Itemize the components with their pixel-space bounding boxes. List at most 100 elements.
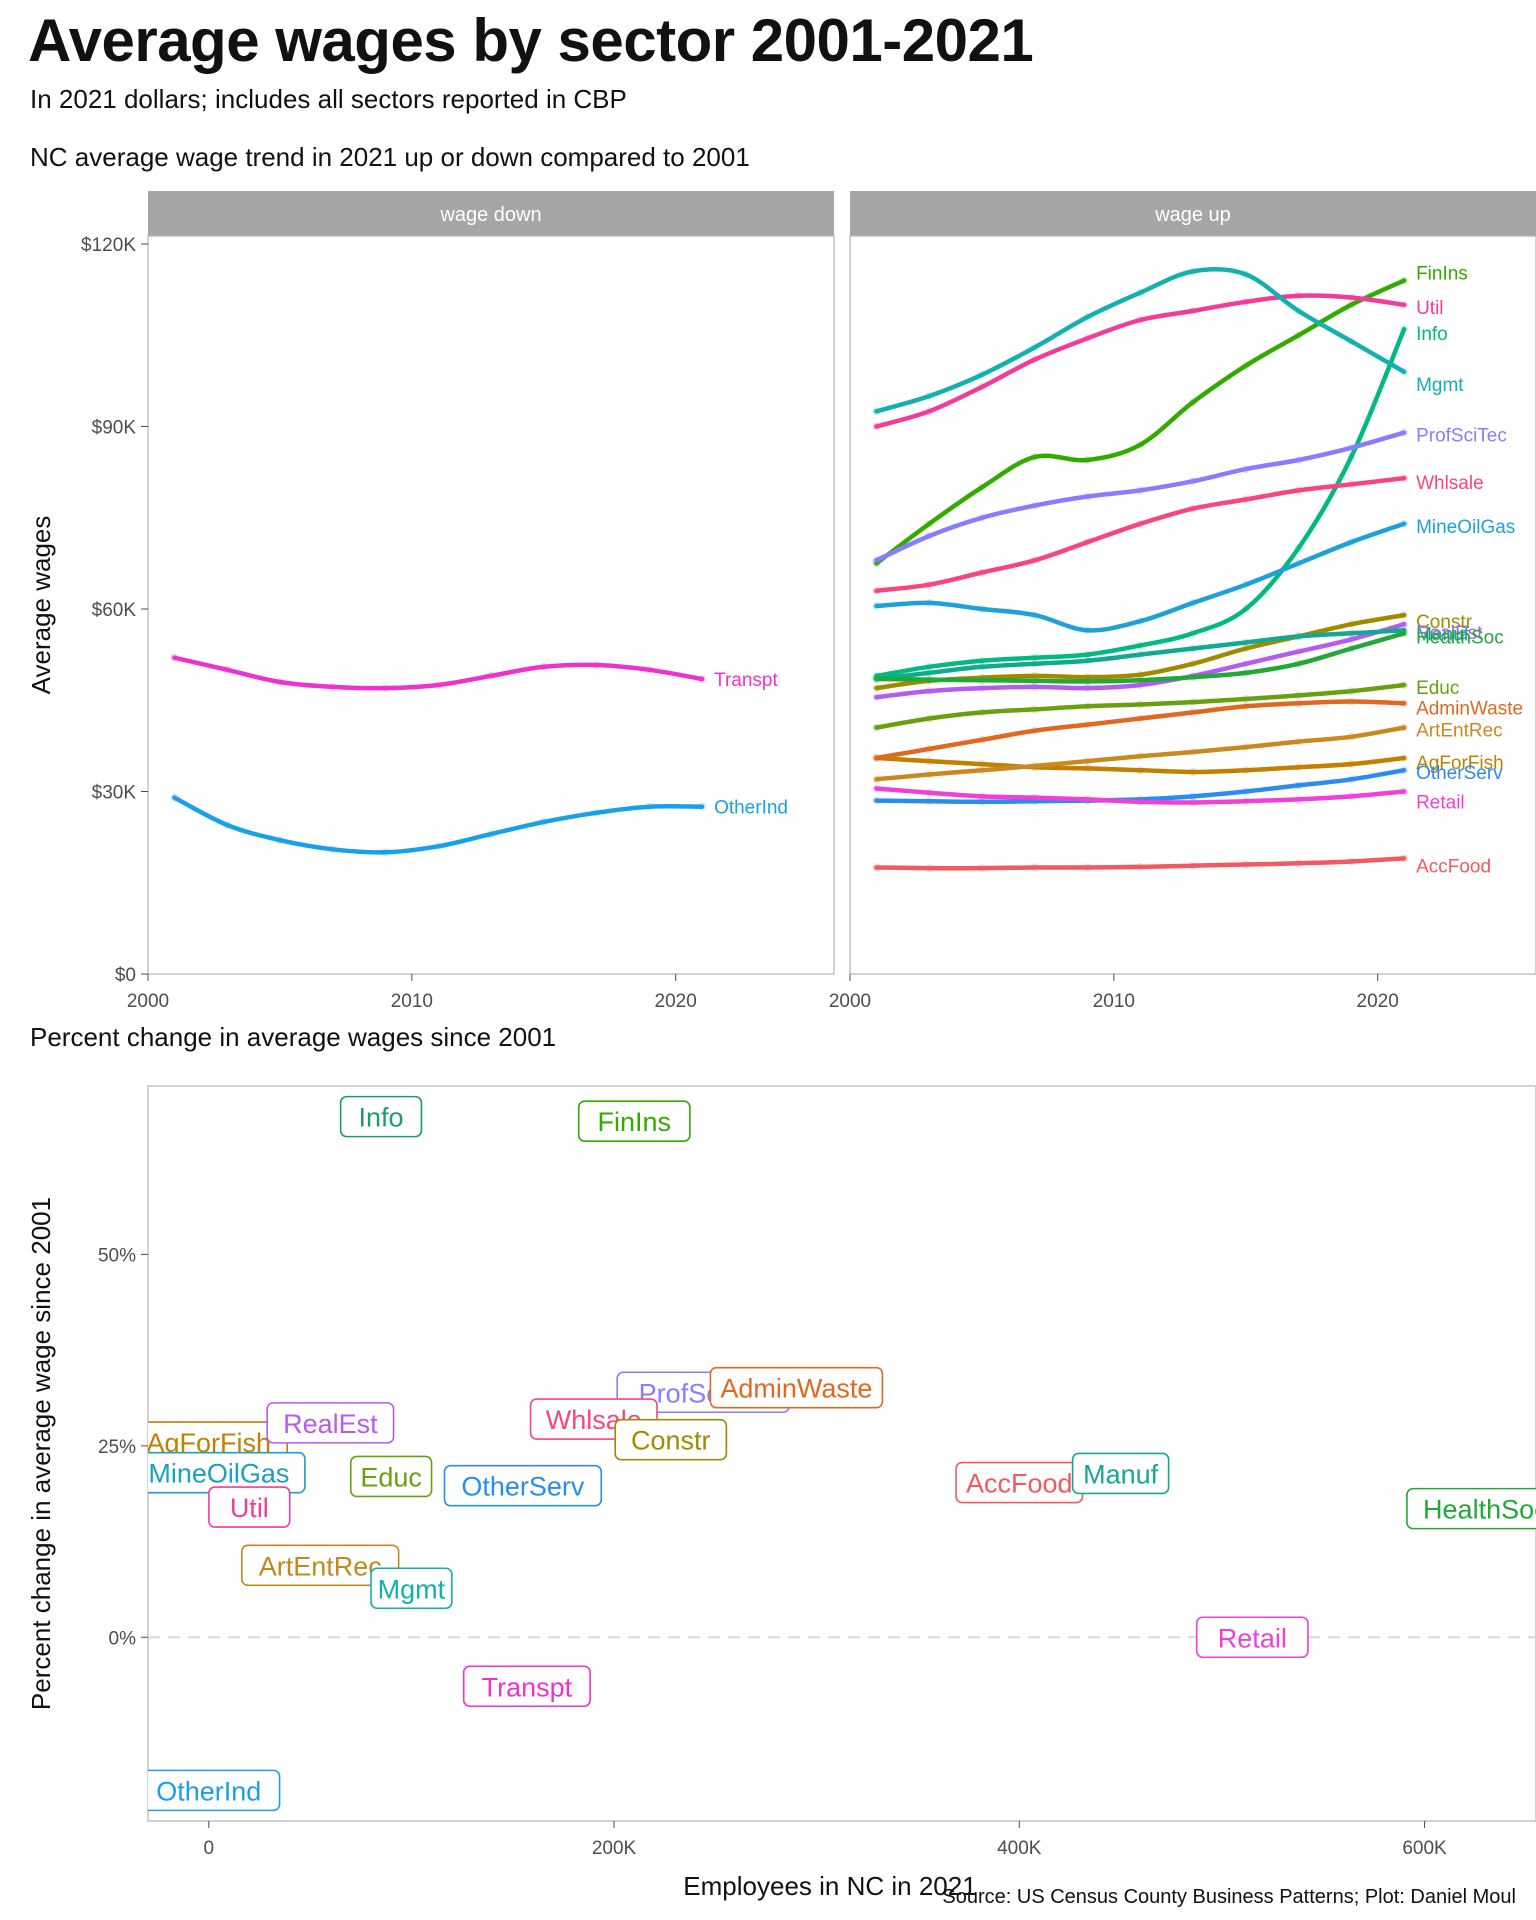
- label-text: Manuf: [1083, 1459, 1159, 1489]
- point-label-util: Util: [208, 1486, 291, 1528]
- label-text: HealthSoc: [1423, 1495, 1536, 1525]
- point-label-adminwaste: AdminWaste: [709, 1366, 884, 1409]
- x-tick-label: 200K: [592, 1838, 637, 1859]
- y-tick-label: $120K: [81, 235, 136, 256]
- facet-panel-wage-down: wage down 2000 2010 2020 $0 $30K $60K $90K $120K…: [26, 191, 835, 1012]
- x-tick-label: 2020: [1357, 991, 1399, 1012]
- label-text: Transpt: [482, 1672, 573, 1702]
- series-label-accfood: AccFood: [1416, 856, 1491, 877]
- label-text: RealEst: [283, 1409, 378, 1439]
- chart-title: Average wages by sector 2001-2021: [28, 7, 1034, 74]
- x-axis-title: Employees in NC in 2021: [683, 1871, 976, 1901]
- series-label-manuf: Manuf: [1416, 624, 1470, 645]
- point-label-educ: Educ: [349, 1455, 433, 1498]
- series-label-whlsale: Whlsale: [1416, 473, 1484, 494]
- x-tick-label: 2000: [829, 991, 871, 1012]
- series-line-whlsale: [874, 475, 1407, 594]
- series-line-healthsoc: [874, 631, 1407, 684]
- point-label-accfood: AccFood: [955, 1461, 1084, 1504]
- point-label-finins: FinIns: [577, 1100, 691, 1143]
- label-box: [462, 1665, 591, 1708]
- series-label-educ: Educ: [1416, 678, 1459, 699]
- x-tick-label: 2000: [127, 991, 169, 1012]
- y-axis-title: Percent change in average wage since 200…: [26, 1197, 56, 1710]
- point-label-manuf: Manuf: [1071, 1452, 1170, 1495]
- panel-border: [849, 235, 1536, 975]
- series-label-otherserv: OtherServ: [1416, 763, 1503, 784]
- series-line-transpt: [172, 655, 705, 691]
- point-label-constr: Constr: [614, 1418, 728, 1461]
- series-label-realest: RealEst: [1416, 623, 1483, 644]
- series-label-transpt: Transpt: [714, 670, 778, 691]
- point-label-artentrec: ArtEntRec: [241, 1544, 400, 1587]
- facet-panel-wage-up: wage up 2000 2010 2020 FinIns Info Util Mgmt Pro…: [829, 191, 1536, 1012]
- label-box: [709, 1366, 884, 1409]
- series-label-healthsoc: HealthSoc: [1416, 627, 1504, 648]
- label-text: Util: [230, 1493, 269, 1523]
- label-text: MineOilGas: [148, 1459, 289, 1489]
- label-text: FinIns: [598, 1107, 672, 1137]
- series-label-retail: Retail: [1416, 793, 1465, 814]
- series-label-finins: FinIns: [1416, 264, 1468, 285]
- label-box: [443, 1464, 603, 1507]
- facet-strip: [850, 191, 1536, 236]
- scatter-labels: Info FinInsProfSciTecAdminWasteWhlsaleCon…: [148, 1095, 1536, 1812]
- series-line-profscitec: [874, 430, 1407, 563]
- series-label-info: Info: [1416, 324, 1448, 345]
- x-tick-label: 0: [203, 1838, 214, 1859]
- point-label-otherind: OtherInd: [148, 1769, 281, 1812]
- y-tick-label: 0%: [109, 1628, 137, 1649]
- series-line-manuf: [874, 628, 1407, 682]
- label-text: OtherServ: [461, 1472, 585, 1502]
- label-text: AdminWaste: [720, 1374, 872, 1404]
- y-tick-label: 50%: [98, 1245, 136, 1266]
- point-label-healthsoc: HealthSoc: [1406, 1487, 1536, 1530]
- point-label-realest: RealEst: [266, 1402, 395, 1444]
- label-text: Retail: [1218, 1623, 1287, 1653]
- chart-subtitle: In 2021 dollars; includes all sectors re…: [30, 84, 627, 114]
- point-label-transpt: Transpt: [462, 1665, 591, 1708]
- series-line-retail: [874, 786, 1407, 805]
- series-line-otherserv: [874, 767, 1407, 805]
- label-text: OtherInd: [156, 1776, 261, 1806]
- series-line-educ: [874, 682, 1407, 730]
- point-label-retail: Retail: [1195, 1616, 1309, 1659]
- label-text: Mgmt: [378, 1574, 446, 1604]
- label-box: [266, 1402, 395, 1444]
- label-box: [208, 1486, 291, 1528]
- label-text: Constr: [631, 1426, 711, 1456]
- point-label-mgmt: Mgmt: [370, 1567, 453, 1610]
- point-label-otherserv: OtherServ: [443, 1464, 603, 1507]
- facet-panel-title: NC average wage trend in 2021 up or down…: [30, 142, 750, 172]
- x-tick-label: 400K: [997, 1838, 1042, 1859]
- y-tick-label: $30K: [92, 783, 137, 804]
- series-label-util: Util: [1416, 298, 1443, 319]
- label-text: ArtEntRec: [259, 1551, 382, 1581]
- label-text: Info: [358, 1103, 403, 1133]
- series-label-constr: Constr: [1416, 612, 1473, 633]
- facet-strip-label: wage down: [439, 204, 541, 226]
- scatter-panel: 0 200K 400K 600K 0% 25% 50% Employees in NC in …: [26, 1085, 1536, 1901]
- label-box: [1195, 1616, 1309, 1659]
- label-box: [370, 1567, 453, 1610]
- series-label-adminwaste: AdminWaste: [1416, 698, 1523, 719]
- series-line-otherind: [172, 795, 705, 855]
- label-text: AccFood: [966, 1469, 1073, 1499]
- series-line-adminwaste: [874, 699, 1407, 761]
- series-label-agforfish: AgForFish: [1416, 753, 1504, 774]
- source-caption: Source: US Census County Business Patter…: [942, 1886, 1516, 1908]
- y-tick-label: 25%: [98, 1437, 136, 1458]
- series-label-artentrec: ArtEntRec: [1416, 721, 1503, 742]
- series-label-mineoilgas: MineOilGas: [1416, 517, 1515, 538]
- series-line-accfood: [874, 856, 1407, 871]
- series-line-util: [874, 293, 1407, 429]
- label-box: [148, 1769, 281, 1812]
- point-label-info: Info: [339, 1095, 423, 1138]
- series-label-mgmt: Mgmt: [1416, 375, 1464, 396]
- series-line-finins: [874, 278, 1407, 566]
- y-tick-label: $60K: [92, 600, 137, 621]
- label-text: Educ: [360, 1462, 422, 1492]
- y-axis-title: Average wages: [26, 516, 56, 695]
- scatter-border: [147, 1085, 1536, 1822]
